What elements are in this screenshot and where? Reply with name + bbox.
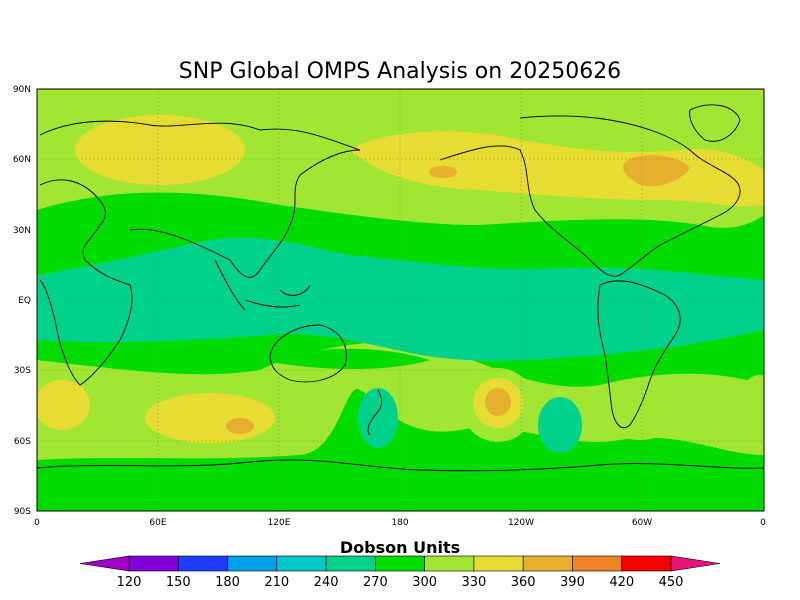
field-360-sindian [145,393,275,443]
colorbar-segment [522,555,573,572]
colorbar-tick-label: 360 [511,575,536,590]
colorbar-tick-label: 390 [560,575,585,590]
lon-tick: 0 [760,518,766,528]
colorbar-segment [424,555,475,572]
colorbar: 120 150 180 210 240 270 300 330 360 390 420 450 [79,555,721,590]
lat-tick: 60S [14,437,31,447]
map-panel [36,88,765,512]
colorbar-arrow-high [670,555,721,572]
field-390-sindian [226,418,254,434]
colorbar-segment [621,555,672,572]
colorbar-segment [375,555,425,572]
colorbar-segment [325,555,376,572]
lat-tick: 90S [14,507,31,517]
colorbar-tick-label: 210 [264,575,289,590]
lat-tick: 90N [13,85,31,95]
lat-tick: 30N [13,226,31,236]
lat-tick: 60N [13,155,31,165]
colorbar-segment [227,555,278,572]
colorbar-tick-label: 450 [659,575,684,590]
coastlines [37,104,764,472]
colorbar-segment [128,555,179,572]
colorbar-tick-label: 270 [363,575,388,590]
lon-tick: 60W [632,518,652,528]
colorbar-tick-label: 330 [461,575,486,590]
field-360-samer [600,380,680,440]
colorbar-tick-label: 420 [609,575,634,590]
colorbar-tick-label: 300 [412,575,437,590]
figure-title: SNP Global OMPS Analysis on 20250626 [179,59,621,84]
lat-axis: 90N 60N 30N EQ 30S 60S 90S [13,85,31,517]
field-390-canada [623,155,690,187]
colorbar-tick-label: 240 [314,575,339,590]
colorbar-segment [276,555,327,572]
colorbar-tick-label: 120 [117,575,142,590]
colorbar-segment [572,555,623,572]
lon-tick: 120W [508,518,534,528]
lat-tick: 30S [14,366,31,376]
lat-tick: EQ [18,296,31,306]
field-270-blob-a [358,388,398,448]
colorbar-tick-label: 150 [166,575,191,590]
field-390-natl [429,166,457,178]
field-270-blob-b [538,397,582,453]
colorbar-tick-label: 180 [215,575,240,590]
field-390-spac [485,388,511,416]
lon-tick: 180 [391,518,408,528]
colorbar-segment [473,555,524,572]
lon-tick: 120E [268,518,291,528]
field-360-natl [350,131,764,207]
lon-axis: 0 60E 120E 180 120W 60W 0 [34,518,766,528]
map-frame [36,88,765,512]
field-300-south [37,389,764,511]
field-360-satl [37,380,90,430]
field-300-inner [260,348,430,369]
lon-tick: 0 [34,518,40,528]
lon-tick: 60E [149,518,166,528]
colorbar-arrow-low [79,555,130,572]
colorbar-segment [177,555,228,572]
field-360-npac [75,115,245,185]
colorbar-title: Dobson Units [340,538,460,557]
field-360-east-edge [738,375,764,435]
